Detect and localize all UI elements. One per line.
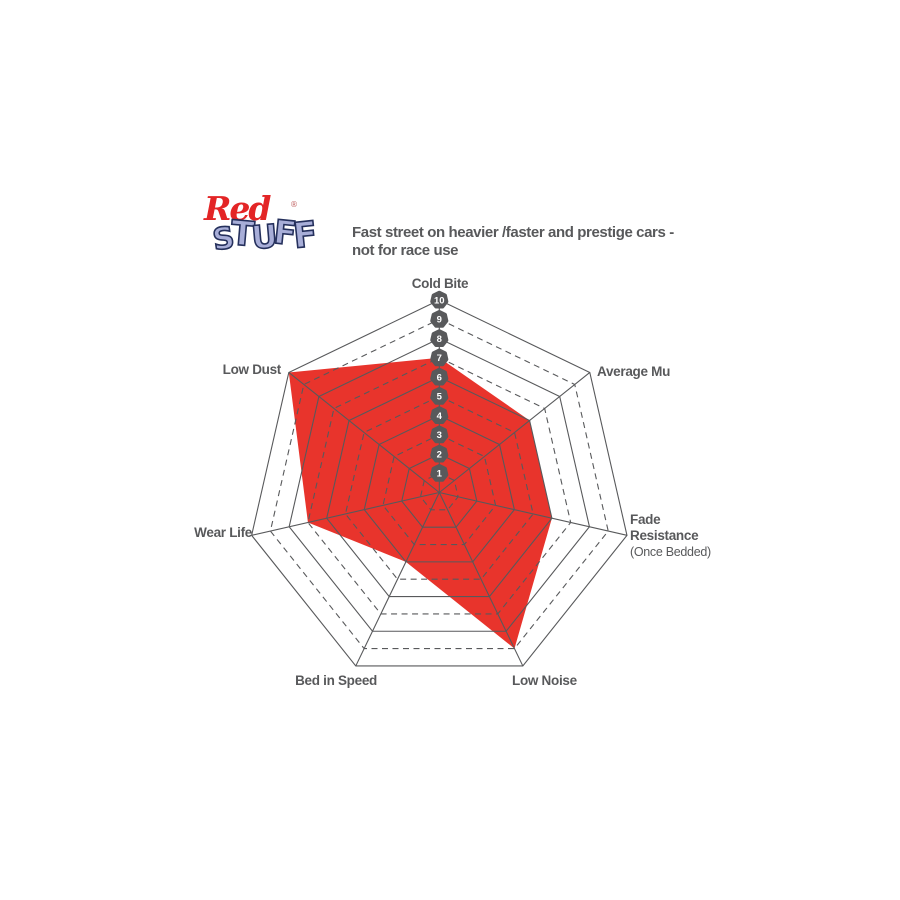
scale-badge-5 (430, 387, 449, 405)
grid-ring-3 (382, 434, 497, 546)
redstuff-logo: Red ® STUFF (204, 189, 318, 272)
fade-label-line2: Resistance (630, 528, 699, 543)
axis-label-wear-life: Wear Life (194, 525, 252, 540)
axis-label-bed-in-speed: Bed in Speed (295, 673, 377, 688)
fade-label-line1: Fade (630, 512, 661, 527)
scale-badge-7 (430, 348, 449, 367)
grid-ring-4 (363, 414, 515, 563)
fade-label-sub: (Once Bedded) (630, 545, 711, 559)
axis-label-average-mu: Average Mu (597, 364, 671, 379)
axis-spoke-1 (438, 372, 591, 493)
axis-label-low-noise: Low Noise (512, 673, 577, 688)
series-polygon (288, 357, 552, 649)
grid-ring-6 (326, 376, 553, 598)
axis-spoke-4 (355, 492, 440, 667)
scale-badge-4 (430, 406, 449, 425)
scale-badge-2 (430, 444, 449, 463)
logo-word-red: Red (204, 189, 271, 228)
registered-trademark-icon: ® (290, 200, 298, 209)
scale-badge-9 (430, 310, 449, 328)
scale-badge-3 (430, 425, 449, 444)
scale-badge-label-8: 8 (437, 334, 442, 345)
scale-badge-10 (430, 290, 449, 309)
axis-label-low-dust: Low Dust (222, 362, 282, 377)
grid-ring-9 (269, 318, 609, 650)
axis-label-fade-resistance: Fade Resistance (Once Bedded) (630, 512, 740, 560)
scale-badge-label-4: 4 (437, 411, 443, 422)
scale-badge-label-2: 2 (437, 449, 442, 460)
scale-badge-label-5: 5 (437, 392, 443, 403)
axis-spoke-2 (439, 491, 628, 536)
grid-ring-5 (344, 395, 534, 580)
product-description: Fast street on heavier /faster and prest… (352, 224, 692, 260)
scale-badge-label-9: 9 (437, 315, 442, 326)
axis-spoke-3 (438, 492, 524, 667)
scale-badge-label-7: 7 (437, 353, 442, 364)
axis-spoke-6 (288, 372, 440, 493)
description-line-1: Fast street on heavier /faster and prest… (352, 224, 674, 241)
grid-ring-10 (251, 299, 628, 667)
scale-badge-6 (430, 367, 449, 386)
axis-spoke-5 (251, 491, 440, 536)
grid-ring-2 (401, 453, 478, 528)
scale-badge-label-1: 1 (437, 469, 443, 480)
description-line-2: not for race use (352, 242, 459, 259)
scale-badge-1 (430, 464, 449, 482)
axis-label-cold-bite: Cold Bite (411, 276, 469, 291)
scale-badge-label-3: 3 (437, 430, 442, 441)
grid-ring-8 (288, 337, 591, 632)
grid-ring-1 (419, 472, 459, 511)
scale-badge-label-10: 10 (434, 295, 445, 306)
scale-badge-label-6: 6 (437, 372, 442, 383)
scale-badge-8 (430, 329, 449, 348)
